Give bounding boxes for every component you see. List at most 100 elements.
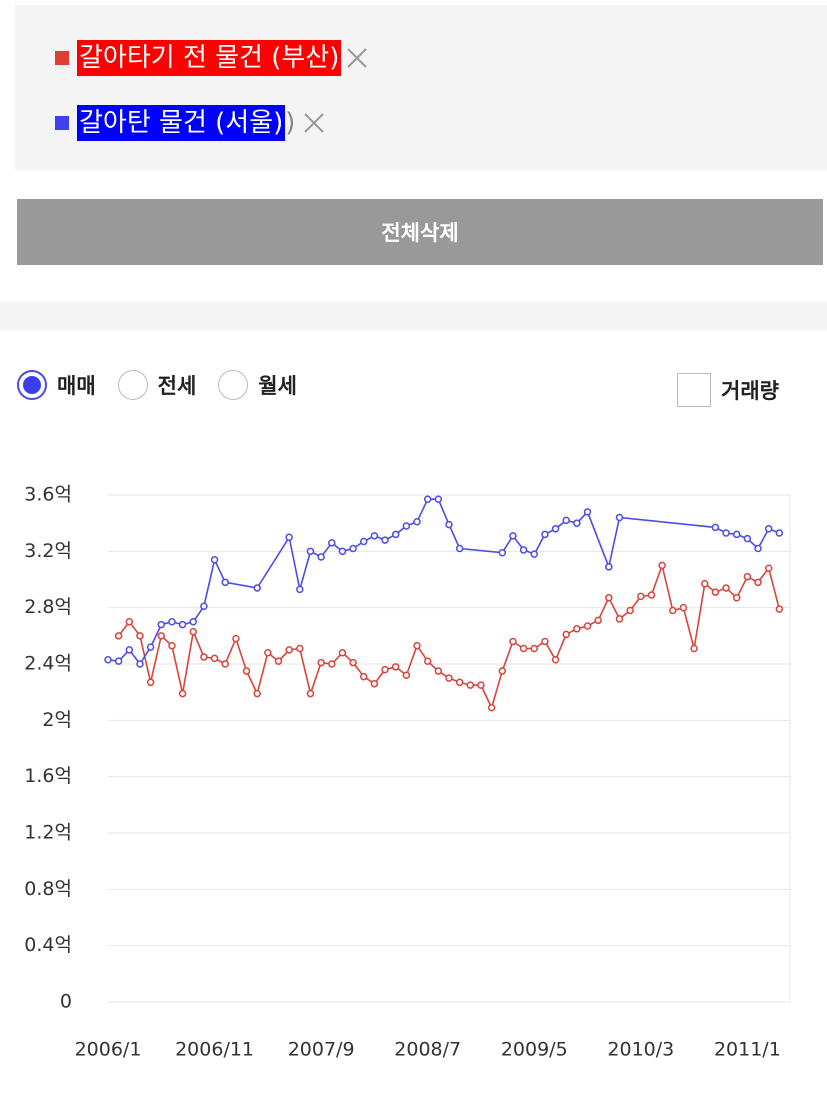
data-point	[594, 616, 602, 625]
data-point	[285, 533, 293, 541]
delete-all-button[interactable]: 전체삭제	[17, 199, 823, 265]
data-point	[264, 648, 272, 657]
data-point	[519, 546, 528, 554]
data-point	[328, 539, 336, 547]
data-point	[402, 522, 411, 530]
y-tick-label: 2.8억	[24, 596, 72, 618]
radio-label: 매매	[57, 374, 96, 398]
y-tick-label: 2억	[42, 709, 72, 731]
data-point	[754, 578, 762, 587]
data-point	[722, 529, 730, 537]
data-point	[541, 637, 549, 646]
tag-label: 갈아탄 물건 (서울)	[77, 105, 286, 141]
data-point	[679, 603, 688, 612]
data-point	[519, 644, 528, 653]
data-point	[615, 513, 624, 522]
data-point	[381, 536, 389, 544]
data-point	[221, 578, 229, 587]
data-point	[189, 618, 197, 626]
data-point	[509, 637, 517, 646]
remove-icon[interactable]	[345, 46, 369, 70]
volume-checkbox[interactable]: 거래량	[677, 373, 779, 407]
data-point	[178, 689, 187, 698]
data-point	[690, 644, 698, 653]
remove-icon[interactable]	[299, 111, 327, 135]
data-point	[253, 584, 261, 592]
data-point	[551, 525, 560, 533]
data-point	[764, 525, 773, 533]
data-point	[168, 618, 176, 626]
radio-button[interactable]	[117, 370, 148, 400]
data-point	[445, 520, 453, 529]
data-point	[477, 681, 485, 689]
data-point	[104, 656, 112, 664]
data-point	[200, 602, 208, 611]
data-point	[487, 703, 496, 712]
data-point	[551, 656, 560, 664]
series-line	[118, 562, 781, 710]
data-point	[157, 620, 166, 629]
data-point	[626, 606, 634, 615]
data-point	[466, 681, 475, 689]
data-point	[232, 634, 240, 643]
data-point	[242, 667, 251, 675]
data-point	[583, 508, 592, 516]
y-tick-label: 0.8억	[24, 878, 72, 900]
selection-panel: 갈아타기 전 물건 (부산) 갈아탄 물건 (서울) )	[15, 5, 827, 170]
data-point	[498, 548, 507, 557]
radio-label: 전세	[157, 374, 197, 398]
data-point	[360, 672, 368, 681]
y-tick-label: 3.2억	[24, 540, 72, 562]
x-tick-label: 2008/7	[394, 1039, 461, 1061]
tag: 갈아타기 전 물건 (부산)	[55, 40, 369, 76]
radio-option[interactable]: 월세	[218, 370, 297, 400]
data-point	[722, 584, 730, 592]
y-tick-label: 3.6억	[24, 484, 72, 506]
data-point	[125, 646, 134, 654]
radio-group: 매매 전세 월세	[17, 370, 319, 400]
data-point	[413, 641, 421, 650]
series-line	[107, 498, 780, 666]
data-point	[391, 530, 400, 539]
radio-option[interactable]: 전세	[117, 370, 197, 400]
data-point	[541, 530, 549, 539]
data-point	[125, 618, 134, 626]
data-point	[530, 644, 538, 653]
data-point	[434, 495, 443, 503]
data-point	[274, 657, 283, 665]
data-point	[732, 530, 741, 539]
data-point	[349, 544, 357, 553]
data-point	[210, 654, 219, 663]
checkbox[interactable]	[677, 373, 711, 407]
data-point	[253, 689, 261, 698]
radio-button[interactable]	[218, 370, 249, 400]
data-point	[317, 553, 325, 561]
x-tick-label: 2007/9	[288, 1039, 355, 1061]
data-point	[402, 671, 411, 680]
data-point	[573, 625, 581, 633]
data-point	[732, 594, 741, 602]
tag-color	[55, 116, 69, 130]
data-point	[146, 678, 155, 687]
data-point	[381, 665, 389, 674]
data-point	[189, 627, 197, 636]
data-point	[317, 658, 325, 667]
data-point	[775, 529, 784, 537]
data-point	[146, 643, 155, 651]
data-point	[647, 591, 656, 599]
x-tick-label: 2009/5	[501, 1039, 568, 1061]
data-point	[306, 547, 315, 556]
data-point	[136, 660, 144, 668]
data-point	[391, 663, 400, 671]
radio-option[interactable]: 매매	[17, 370, 96, 400]
data-point	[157, 632, 166, 640]
data-point	[136, 632, 144, 640]
y-tick-label: 1.2억	[24, 822, 72, 844]
radio-button[interactable]	[17, 370, 47, 400]
separator	[0, 302, 827, 330]
checkbox-label: 거래량	[721, 379, 779, 403]
data-point	[711, 523, 720, 532]
data-point	[764, 564, 773, 572]
data-point	[509, 532, 517, 540]
